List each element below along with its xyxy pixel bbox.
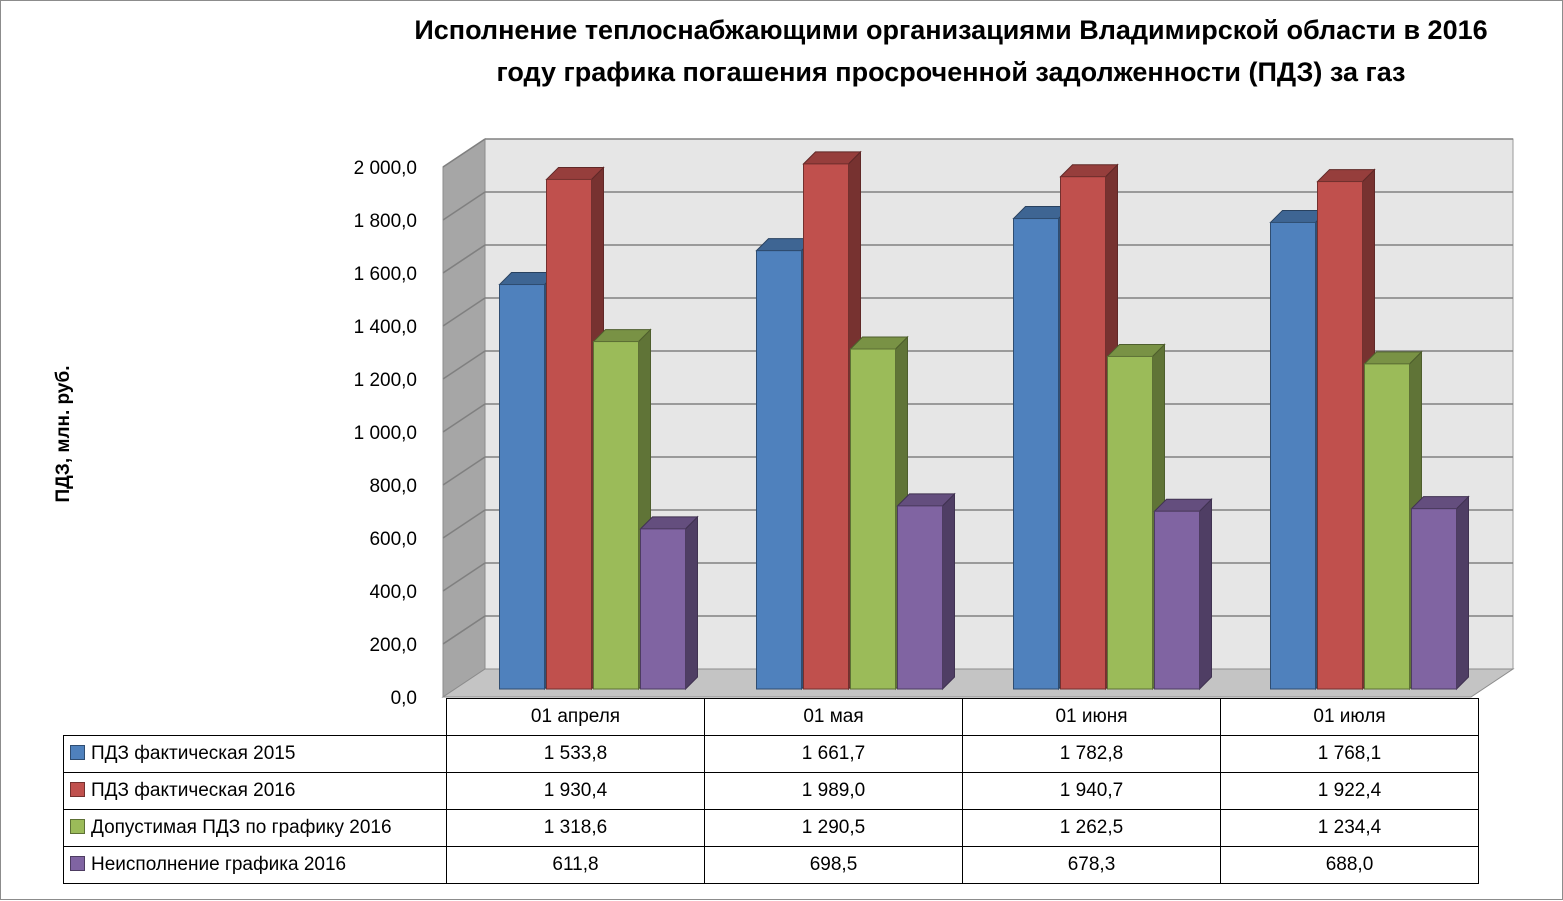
data-label: 1 768,1 (1220, 735, 1479, 773)
data-label: 1 940,7 (962, 772, 1221, 810)
y-tick-label: 1 800,0 (354, 211, 417, 232)
bar (1013, 218, 1059, 690)
gridline-side (442, 403, 486, 433)
data-label: 1 533,8 (446, 735, 705, 773)
data-label: 678,3 (962, 846, 1221, 884)
y-tick-label: 2 000,0 (354, 158, 417, 179)
legend-entry: ПДЗ фактическая 2015 (63, 735, 447, 773)
data-label: 1 318,6 (446, 809, 705, 847)
bar (897, 505, 943, 690)
bar-side (1199, 498, 1212, 691)
table-row: Допустимая ПДЗ по графику 2016 1 318,6 1 2… (63, 809, 1479, 847)
gridline-side (442, 350, 486, 380)
data-label: 1 922,4 (1220, 772, 1479, 810)
legend-entry: ПДЗ фактическая 2016 (63, 772, 447, 810)
y-tick-label: 800,0 (369, 476, 417, 497)
legend-entry: Неисполнение графика 2016 (63, 846, 447, 884)
legend-label: Допустимая ПДЗ по графику 2016 (91, 817, 392, 838)
bar (546, 178, 592, 690)
legend-swatch (70, 745, 85, 760)
y-tick-label: 1 200,0 (354, 370, 417, 391)
bar (1107, 355, 1153, 690)
x-tick-label: 01 июня (962, 698, 1221, 736)
legend-label: Неисполнение графика 2016 (91, 854, 347, 875)
table-header-row: 01 апреля 01 мая 01 июня 01 июля (63, 698, 1479, 736)
x-tick-label: 01 мая (704, 698, 963, 736)
y-tick-label: 1 600,0 (354, 264, 417, 285)
legend-label: ПДЗ фактическая 2016 (91, 780, 296, 801)
chart-title-line-2: году графика погашения просроченной задо… (496, 57, 1406, 87)
x-tick-label: 01 апреля (446, 698, 705, 736)
gridline-side (442, 297, 486, 327)
legend-label: ПДЗ фактическая 2015 (91, 743, 296, 764)
gridline-side (442, 244, 486, 274)
y-tick-label: 200,0 (369, 635, 417, 656)
bar (1317, 181, 1363, 690)
bar-side (685, 515, 698, 691)
table-row: ПДЗ фактическая 2016 1 930,4 1 989,0 1 940,… (63, 772, 1479, 810)
data-label: 1 234,4 (1220, 809, 1479, 847)
legend-swatch (70, 856, 85, 871)
bar-side (1456, 495, 1469, 691)
data-label: 1 262,5 (962, 809, 1221, 847)
gridline-side (442, 138, 486, 168)
bar (1411, 508, 1457, 690)
table-row: ПДЗ фактическая 2015 1 533,8 1 661,7 1 782,… (63, 735, 1479, 773)
bar (499, 284, 545, 690)
bar (803, 163, 849, 690)
y-tick-label: 1 000,0 (354, 423, 417, 444)
data-label: 611,8 (446, 846, 705, 884)
y-tick-label: 600,0 (369, 529, 417, 550)
table-corner (63, 698, 447, 736)
bar (1060, 176, 1106, 690)
bar-side (942, 492, 955, 691)
gridline-side (442, 562, 486, 592)
bar (756, 250, 802, 690)
legend-swatch (70, 782, 85, 797)
bar (593, 341, 639, 690)
y-tick-label: 1 400,0 (354, 317, 417, 338)
gridline-side (442, 615, 486, 645)
chart-title-line-1: Исполнение теплоснабжающими организациям… (414, 15, 1488, 45)
data-label: 1 930,4 (446, 772, 705, 810)
data-label: 688,0 (1220, 846, 1479, 884)
data-label: 1 290,5 (704, 809, 963, 847)
table-row: Неисполнение графика 2016 611,8 698,5 678,3… (63, 846, 1479, 884)
bar (850, 348, 896, 690)
gridline-side (442, 191, 486, 221)
gridline-side (442, 456, 486, 486)
data-label: 1 661,7 (704, 735, 963, 773)
bar (640, 528, 686, 690)
floor (441, 668, 1515, 698)
bar (1270, 221, 1316, 690)
legend-entry: Допустимая ПДЗ по графику 2016 (63, 809, 447, 847)
chart-title: Исполнение теплоснабжающими организациям… (341, 9, 1561, 93)
data-table: 01 апреля 01 мая 01 июня 01 июля ПДЗ фактиче… (63, 698, 1479, 884)
data-label: 1 782,8 (962, 735, 1221, 773)
data-label: 1 989,0 (704, 772, 963, 810)
gridline-side (442, 509, 486, 539)
x-tick-label: 01 июля (1220, 698, 1479, 736)
bar (1364, 363, 1410, 690)
bar (1154, 510, 1200, 690)
data-label: 698,5 (704, 846, 963, 884)
y-tick-label: 400,0 (369, 582, 417, 603)
legend-swatch (70, 819, 85, 834)
